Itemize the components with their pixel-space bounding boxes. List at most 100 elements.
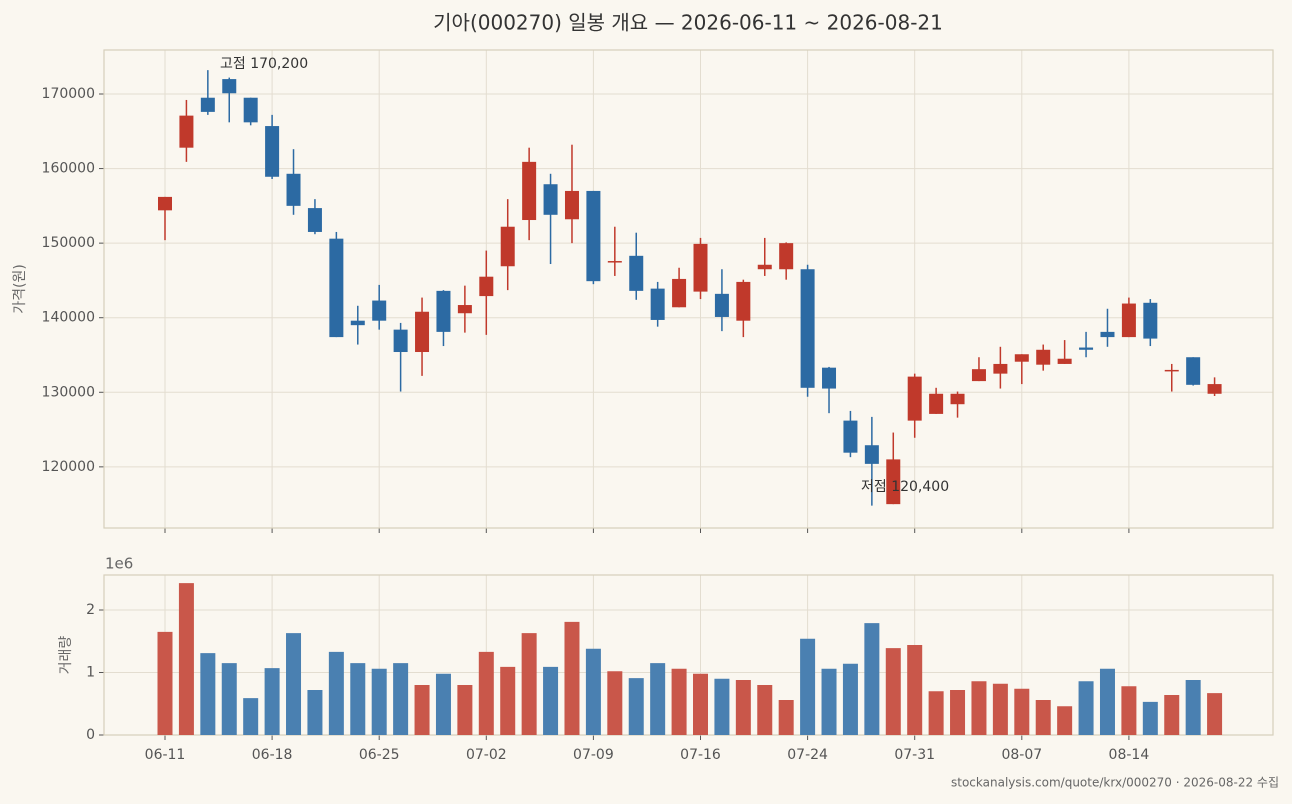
annotation: 고점 170,200 [220,56,308,72]
candle-body [200,97,215,112]
candle-body [693,243,708,292]
x-tick-label: 07-16 [680,747,721,763]
volume-bar [950,690,966,735]
candle-body [843,420,858,453]
volume-bar [650,663,666,735]
candle-body [822,367,837,389]
candle-body [415,311,430,353]
volume-bar [500,666,516,735]
candle-body [1143,302,1158,339]
candle-body [372,300,387,321]
candle-body [1014,354,1029,362]
candle-body [436,290,451,332]
volume-bar [778,700,794,735]
volume-bar [628,678,644,735]
candle-body [307,208,322,232]
candle-body [950,393,965,405]
volume-bar [435,673,451,735]
plot-frame [103,49,1274,529]
candle-body [564,190,579,220]
y-tick-label: 150000 [42,235,95,251]
candle-body [629,255,644,291]
candle-body [222,79,237,94]
volume-bar [885,648,901,735]
volume-bar [971,681,987,735]
volume-bar [992,683,1008,735]
volume-bar [521,633,537,735]
candle-body [993,363,1008,374]
candle-body [329,238,344,338]
volume-bar [393,663,409,735]
volume-bar [478,651,494,735]
volume-bar [1164,695,1180,735]
volume-bar [1035,700,1051,735]
candle-body [886,459,901,505]
x-tick-label: 07-02 [466,747,507,763]
candle-body [1121,303,1136,338]
y-axis-label: 가격(원) [12,264,28,314]
volume-bar [1185,680,1201,735]
volume-bar [286,633,302,735]
volume-bar [221,663,237,735]
candle-body [158,196,172,211]
candle-body [779,243,794,270]
volume-bar [371,668,387,735]
y-tick-label: 0 [86,727,95,743]
candle-body [714,293,729,317]
volume-bar [1099,668,1115,735]
candle-body [1100,331,1115,338]
candle-body [929,393,944,414]
x-tick-label: 06-18 [252,747,293,763]
volume-bar [842,663,858,735]
y-tick-label: 170000 [42,86,95,102]
volume-bar [1121,686,1137,735]
volume-bar [200,653,216,735]
candle-body [672,278,687,308]
y-tick-label: 130000 [42,384,95,400]
plot-frame [103,574,1274,736]
candle-body [757,264,772,270]
volume-bar [607,671,623,735]
candle-body [1164,369,1179,372]
volume-bar [757,685,773,735]
candle-body [243,97,258,123]
y-axis-label: 거래량 [58,636,74,675]
candle-body [1057,358,1072,364]
volume-bar [821,668,837,735]
volume-bar [1142,701,1158,735]
volume-bar [714,678,730,735]
volume-bar [350,663,366,735]
candle-body [650,288,665,320]
candle-body [479,276,494,297]
volume-bar [1207,693,1223,735]
y-tick-label: 2 [86,602,95,618]
y-tick-label: 140000 [42,310,95,326]
volume-bar [1014,688,1030,735]
candle-body [179,115,194,148]
volume-bar [543,666,559,735]
x-tick-label: 07-31 [894,747,935,763]
x-tick-label: 07-09 [573,747,614,763]
volume-bar [178,583,194,735]
candle-body [543,184,558,215]
volume-bar [1057,706,1073,735]
x-tick-label: 08-14 [1109,747,1150,763]
annotation: 저점 120,400 [861,479,949,495]
volume-bar [585,648,601,735]
volume-bar [1078,681,1094,735]
y-tick-label: 1 [86,665,95,681]
volume-bar [735,680,751,735]
candle-body [1079,347,1094,350]
candle-body [286,173,301,206]
volume-bar [243,698,259,735]
chart-title: 기아(000270) 일봉 개요 — 2026-06-11 ~ 2026-08-… [433,11,943,35]
candle-body [736,281,751,321]
candle-body [607,261,622,263]
candle-body [864,445,879,464]
volume-bar [328,651,344,735]
x-tick-label: 06-25 [359,747,400,763]
volume-bar [864,623,880,735]
y-tick-label: 120000 [42,459,95,475]
source-note: stockanalysis.com/quote/krx/000270 · 202… [951,776,1279,790]
